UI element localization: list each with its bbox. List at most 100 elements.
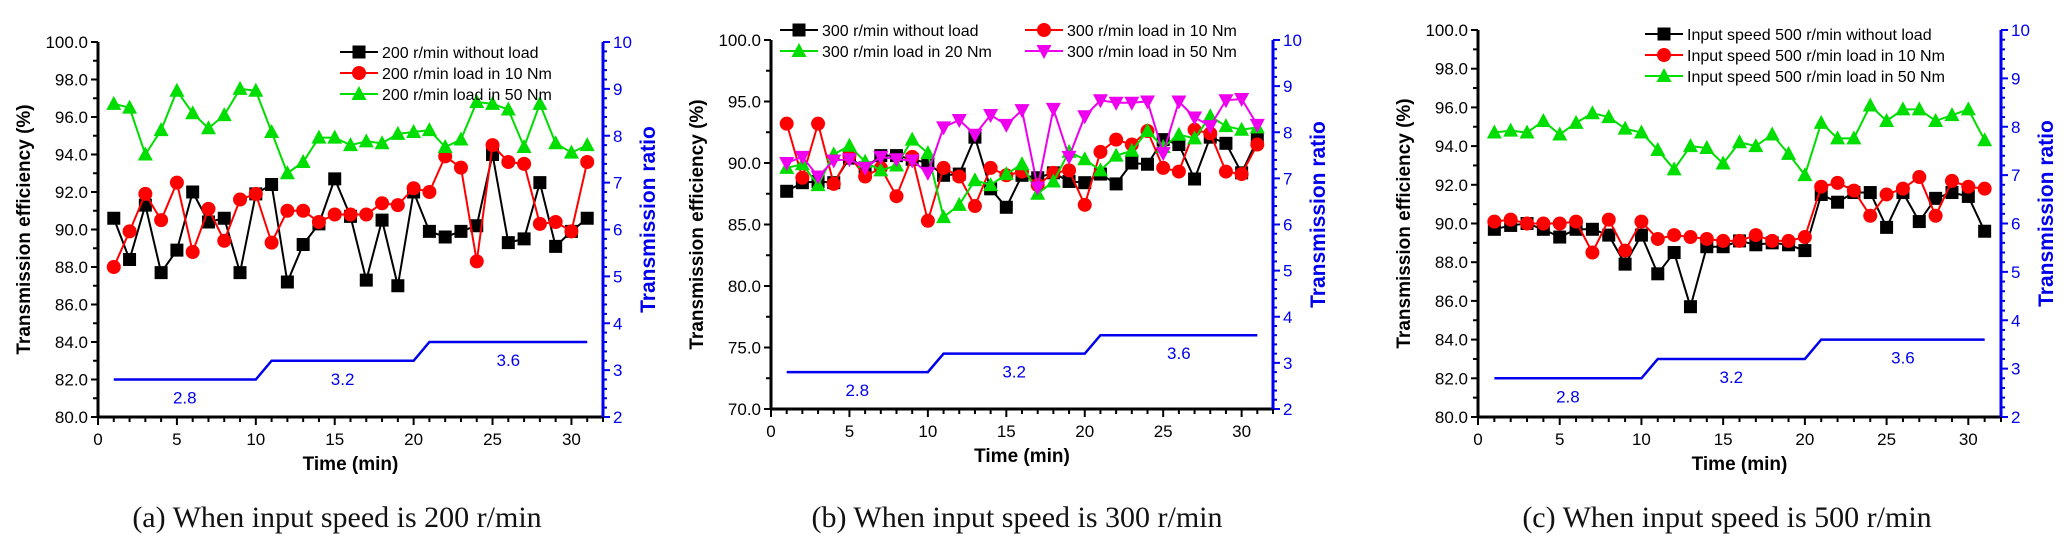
data-point bbox=[422, 224, 436, 238]
y-axis-title: Transmission efficiency (%) bbox=[1394, 98, 1415, 348]
data-point bbox=[1797, 230, 1812, 245]
data-point bbox=[500, 101, 516, 116]
data-point bbox=[580, 211, 594, 225]
data-point bbox=[248, 186, 263, 201]
data-point bbox=[295, 154, 311, 168]
data-point bbox=[1172, 138, 1186, 152]
data-point bbox=[841, 137, 857, 152]
y2-tick-label: 7 bbox=[2011, 166, 2020, 185]
data-point bbox=[390, 125, 406, 140]
data-point bbox=[810, 170, 826, 185]
data-point bbox=[296, 203, 311, 218]
data-point bbox=[1863, 208, 1878, 223]
data-point bbox=[216, 107, 232, 122]
x-tick-label: 30 bbox=[562, 430, 581, 449]
data-point bbox=[327, 207, 342, 222]
data-point bbox=[1667, 246, 1681, 260]
y2-tick-label: 4 bbox=[1283, 308, 1292, 327]
data-point bbox=[1830, 175, 1845, 190]
data-point bbox=[186, 185, 200, 199]
data-point bbox=[438, 230, 452, 244]
data-point bbox=[1077, 197, 1092, 212]
data-point bbox=[1092, 94, 1108, 109]
y2-tick-label: 9 bbox=[1283, 77, 1292, 96]
data-point bbox=[1585, 245, 1600, 260]
y2-tick-label: 9 bbox=[613, 80, 622, 99]
data-point bbox=[327, 129, 343, 144]
legend-marker bbox=[1037, 23, 1051, 37]
data-point bbox=[1601, 109, 1617, 124]
legend-label: Input speed 500 r/min load in 10 Nm bbox=[1687, 48, 1945, 65]
y-tick-label: 98.0 bbox=[1435, 60, 1468, 79]
y2-tick-label: 6 bbox=[1283, 216, 1292, 235]
data-point bbox=[485, 95, 501, 110]
data-point bbox=[1124, 96, 1140, 111]
legend-marker bbox=[1657, 27, 1671, 41]
data-point bbox=[967, 172, 983, 187]
data-point bbox=[1666, 161, 1682, 176]
data-point bbox=[811, 116, 826, 131]
y2-tick-label: 6 bbox=[613, 221, 622, 240]
y-tick-label: 100.0 bbox=[45, 33, 88, 52]
data-point bbox=[1912, 215, 1926, 229]
data-point bbox=[999, 200, 1013, 214]
data-point bbox=[1584, 105, 1600, 120]
y2-axis-title: Transmission ratio bbox=[1307, 121, 1330, 308]
legend-marker bbox=[1657, 48, 1671, 62]
x-tick-label: 5 bbox=[1555, 430, 1564, 449]
data-point bbox=[200, 120, 216, 135]
data-point bbox=[564, 224, 579, 239]
ratio-step-line bbox=[113, 340, 588, 381]
data-point bbox=[920, 213, 935, 228]
data-point bbox=[169, 175, 184, 190]
legend-label: 200 r/min load in 50 Nm bbox=[382, 87, 552, 104]
data-point bbox=[1667, 228, 1682, 243]
data-point bbox=[998, 118, 1014, 133]
data-point bbox=[264, 124, 280, 138]
data-point bbox=[1929, 191, 1943, 205]
data-point bbox=[469, 94, 485, 108]
data-point bbox=[470, 219, 484, 233]
data-point bbox=[1944, 173, 1959, 188]
data-point bbox=[1880, 220, 1894, 234]
data-point bbox=[233, 266, 247, 280]
data-point bbox=[1108, 96, 1124, 111]
y2-tick-label: 5 bbox=[2011, 263, 2020, 282]
data-point bbox=[1187, 130, 1203, 145]
data-point bbox=[1218, 118, 1234, 133]
y2-tick-label: 8 bbox=[2011, 118, 2020, 137]
data-point bbox=[123, 253, 137, 266]
legend-label: Input speed 500 r/min without load bbox=[1687, 27, 1932, 44]
y-tick-label: 90.0 bbox=[728, 154, 761, 173]
y2-axis-title: Transmission ratio bbox=[637, 126, 660, 313]
data-point bbox=[1536, 216, 1551, 231]
data-point bbox=[454, 224, 468, 238]
data-point bbox=[1618, 243, 1633, 258]
y-tick-label: 100.0 bbox=[718, 31, 761, 50]
legend-marker bbox=[352, 45, 366, 59]
y2-tick-label: 10 bbox=[1283, 31, 1302, 50]
data-point bbox=[1650, 231, 1665, 246]
data-point bbox=[1960, 101, 1976, 116]
data-point bbox=[1568, 114, 1584, 129]
panel-caption: (a) When input speed is 200 r/min bbox=[132, 501, 541, 534]
data-point bbox=[1813, 114, 1829, 129]
data-point bbox=[1124, 142, 1140, 157]
data-point bbox=[106, 260, 121, 274]
data-point bbox=[1634, 228, 1648, 242]
data-point bbox=[1553, 230, 1567, 244]
data-point bbox=[422, 185, 437, 199]
legend-label: 300 r/min load in 50 Nm bbox=[1067, 44, 1237, 61]
y-tick-label: 80.0 bbox=[1435, 408, 1468, 427]
data-point bbox=[533, 176, 547, 190]
y-tick-label: 85.0 bbox=[728, 216, 761, 235]
data-point bbox=[280, 275, 294, 289]
x-tick-label: 20 bbox=[404, 430, 423, 449]
y2-tick-label: 3 bbox=[1283, 354, 1292, 373]
ratio-label: 3.2 bbox=[331, 370, 355, 389]
data-point bbox=[920, 145, 936, 160]
panel-caption: (c) When input speed is 500 r/min bbox=[1522, 501, 1931, 534]
data-point bbox=[889, 189, 904, 204]
data-point bbox=[936, 160, 951, 175]
ratio-label: 3.6 bbox=[1891, 349, 1915, 368]
